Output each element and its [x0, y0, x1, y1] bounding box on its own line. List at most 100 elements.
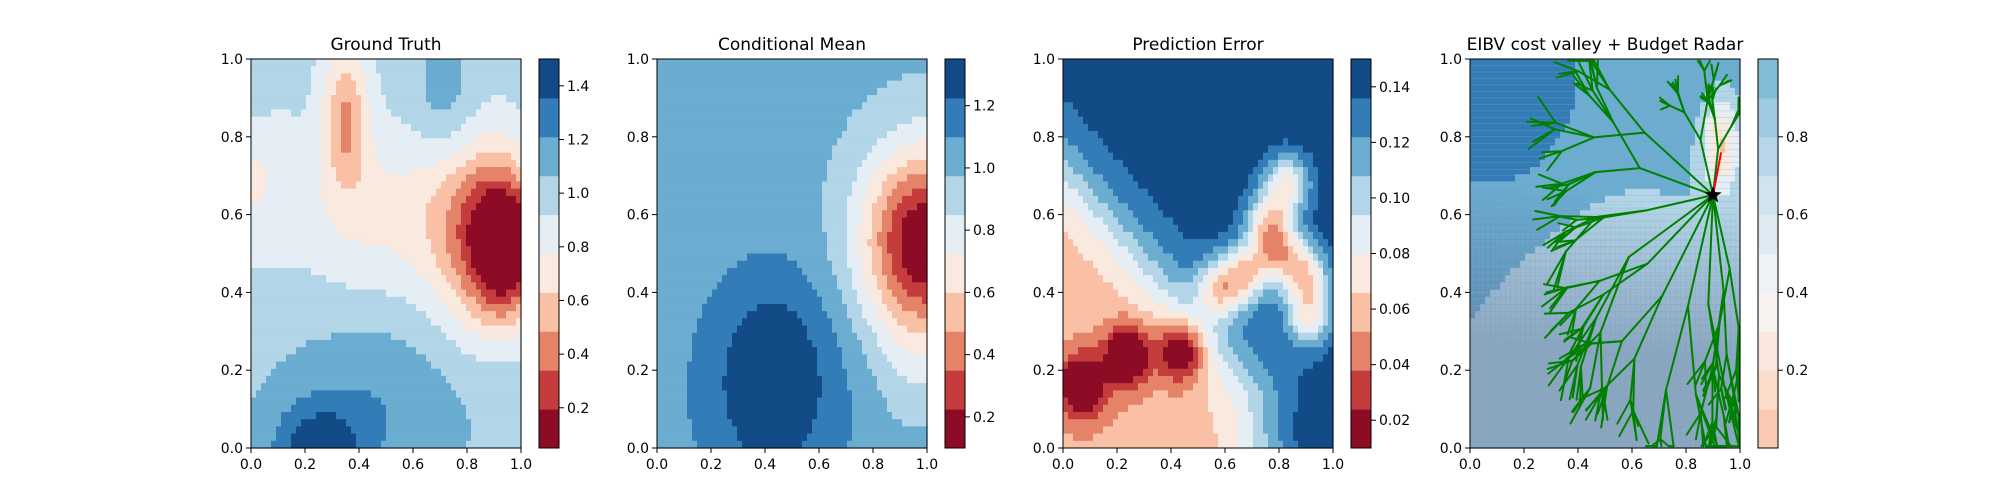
heatmap-cell	[692, 210, 698, 219]
heatmap-cell	[276, 419, 282, 427]
heatmap-cell	[516, 311, 522, 319]
heatmap-cell	[511, 224, 517, 233]
heatmap-cell	[837, 73, 843, 82]
heatmap-cell	[296, 145, 302, 154]
heatmap-cell	[276, 289, 282, 298]
heatmap-cell	[837, 203, 843, 211]
heatmap-cell	[717, 368, 723, 377]
heatmap-cell	[712, 289, 718, 298]
heatmap-cell	[441, 138, 447, 147]
heatmap-cell	[286, 217, 292, 226]
heatmap-cell	[712, 354, 718, 363]
heatmap-cell	[401, 203, 407, 211]
heatmap-cell	[361, 203, 367, 211]
heatmap-cell	[677, 152, 683, 161]
heatmap-cell	[426, 419, 432, 427]
heatmap-cell	[516, 325, 522, 334]
heatmap-cell	[762, 231, 768, 240]
heatmap-cell	[662, 368, 668, 377]
heatmap-cell	[416, 95, 422, 103]
heatmap-cell	[411, 159, 417, 168]
heatmap-cell	[341, 73, 347, 82]
heatmap-cell	[842, 145, 848, 154]
heatmap-cell	[692, 253, 698, 262]
heatmap-cell	[687, 224, 693, 233]
heatmap-cell	[286, 123, 292, 132]
heatmap-cell	[797, 368, 803, 377]
heatmap-cell	[256, 260, 262, 269]
heatmap-cell	[376, 433, 382, 442]
heatmap-cell	[281, 87, 287, 96]
heatmap-cell	[807, 267, 813, 276]
heatmap-cell	[351, 159, 357, 168]
heatmap-cell	[271, 217, 277, 226]
heatmap-cell	[657, 102, 663, 111]
heatmap-cell	[722, 95, 728, 103]
heatmap-cell	[471, 411, 477, 420]
heatmap-cell	[381, 109, 387, 118]
heatmap-cell	[516, 239, 522, 247]
heatmap-cell	[757, 397, 763, 406]
heatmap-cell	[356, 73, 362, 82]
heatmap-cell	[316, 368, 322, 377]
heatmap-cell	[251, 368, 257, 377]
heatmap-cell	[461, 109, 467, 118]
heatmap-cell	[682, 411, 688, 420]
heatmap-cell	[727, 296, 733, 305]
heatmap-cell	[281, 318, 287, 327]
heatmap-cell	[256, 73, 262, 82]
x-tick-label: 0.0	[240, 457, 262, 473]
heatmap-cell	[436, 95, 442, 103]
heatmap-cell	[331, 116, 337, 125]
heatmap-cell	[351, 426, 357, 435]
heatmap-cell	[281, 368, 287, 377]
heatmap-cell	[286, 289, 292, 298]
heatmap-cell	[291, 138, 297, 147]
heatmap-cell	[316, 231, 322, 240]
heatmap-cell	[476, 332, 482, 341]
heatmap-cell	[441, 174, 447, 183]
heatmap-cell	[476, 404, 482, 413]
heatmap-cell	[336, 404, 342, 413]
heatmap-cell	[722, 339, 728, 348]
heatmap-cell	[416, 102, 422, 111]
heatmap-cell	[366, 138, 372, 147]
heatmap-cell	[697, 95, 703, 103]
heatmap-cell	[456, 145, 462, 154]
heatmap-cell	[416, 296, 422, 305]
heatmap-cell	[451, 296, 457, 305]
heatmap-cell	[732, 109, 738, 118]
heatmap-cell	[506, 404, 512, 413]
heatmap-cell	[341, 159, 347, 168]
heatmap-cell	[667, 87, 673, 96]
heatmap-cell	[446, 217, 452, 226]
heatmap-cell	[396, 433, 402, 442]
heatmap-cell	[772, 131, 778, 139]
heatmap-cell	[461, 231, 467, 240]
heatmap-cell	[817, 102, 823, 111]
heatmap-cell	[667, 159, 673, 168]
heatmap-cell	[822, 404, 828, 413]
heatmap-cell	[692, 440, 698, 449]
heatmap-cell	[411, 59, 417, 67]
heatmap-cell	[501, 275, 507, 283]
heatmap-cell	[251, 361, 257, 370]
heatmap-cell	[276, 318, 282, 327]
heatmap-cell	[506, 181, 512, 190]
heatmap-cell	[682, 80, 688, 89]
heatmap-cell	[301, 433, 307, 442]
heatmap-cell	[446, 138, 452, 147]
heatmap-cell	[727, 231, 733, 240]
heatmap-cell	[361, 102, 367, 111]
heatmap-cell	[712, 253, 718, 262]
heatmap-cell	[291, 419, 297, 427]
heatmap-cell	[431, 253, 437, 262]
heatmap-cell	[827, 411, 833, 420]
heatmap-cell	[842, 152, 848, 161]
heatmap-cell	[496, 339, 502, 348]
heatmap-cell	[757, 152, 763, 161]
heatmap-cell	[837, 282, 843, 291]
heatmap-cell	[446, 433, 452, 442]
heatmap-cell	[687, 59, 693, 67]
heatmap-cell	[812, 332, 818, 341]
